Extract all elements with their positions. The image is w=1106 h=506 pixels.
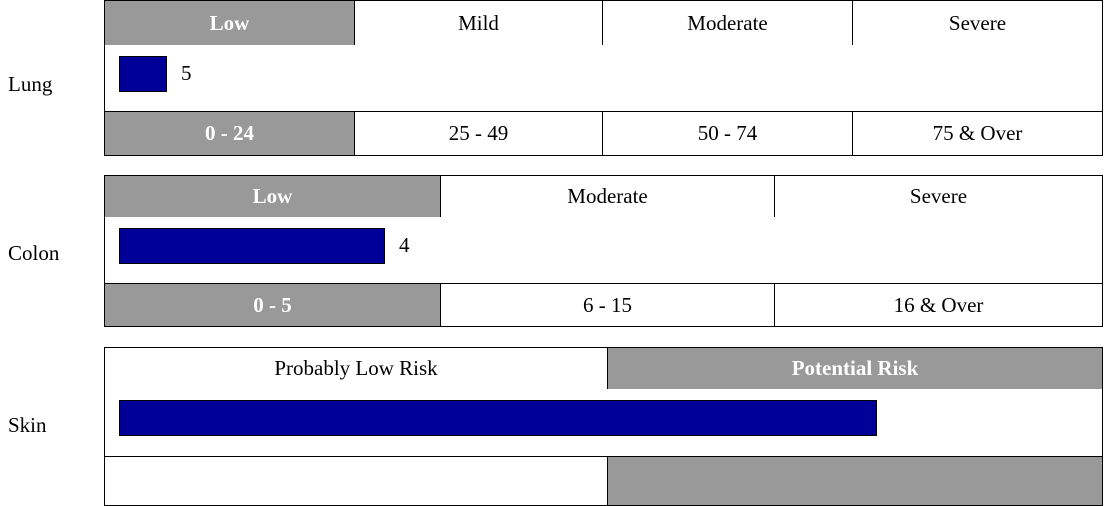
row-label-skin: Skin [8,413,47,437]
range-probably-low-risk [105,457,608,505]
bar-row [104,389,1103,456]
category-probably-low-risk: Probably Low Risk [105,348,608,389]
range-potential-risk [608,457,1102,505]
range-row: 0 - 24 25 - 49 50 - 74 75 & Over [104,111,1103,156]
lung-bar [119,56,167,92]
category-header-row: Low Moderate Severe [104,175,1103,218]
range-row [104,456,1103,506]
range-severe: 75 & Over [932,121,1023,145]
bar-row: 5 [104,45,1103,111]
range-cells: 0 - 5 6 - 15 16 & Over [105,284,1102,326]
risk-panel-skin: Probably Low Risk Potential Risk [104,347,1103,506]
range-row: 0 - 5 6 - 15 16 & Over [104,283,1103,327]
category-mild: Mild [355,1,603,45]
risk-panel-colon: Low Moderate Severe 4 0 - 5 6 - 15 16 & … [104,175,1103,327]
category-low: Low [105,1,355,45]
range-low: 0 - 5 [105,284,441,326]
colon-bar-value-label: 4 [399,233,410,257]
range-severe: 16 & Over [893,292,984,317]
category-severe: Severe [909,184,968,208]
range-moderate: 50 - 74 [603,112,853,155]
range-cells: 0 - 24 25 - 49 50 - 74 75 & Over [105,112,1102,155]
range-mild: 25 - 49 [355,112,603,155]
skin-bar [119,400,877,436]
category-cells: Low Moderate Severe [105,176,1102,217]
lung-bar-value-label: 5 [181,61,192,85]
category-low: Low [105,176,441,217]
range-moderate: 6 - 15 [441,284,775,326]
colon-bar [119,228,385,264]
risk-panel-lung: Low Mild Moderate Severe 5 0 - 24 25 - 4… [104,0,1103,156]
range-low: 0 - 24 [105,112,355,155]
bar-row: 4 [104,217,1103,283]
row-label-lung: Lung [8,72,53,96]
row-label-colon: Colon [8,241,60,265]
category-moderate: Moderate [441,176,775,217]
category-cells: Low Mild Moderate Severe [105,1,1102,45]
category-cells: Probably Low Risk Potential Risk [105,348,1102,389]
category-moderate: Moderate [603,1,853,45]
category-header-row: Probably Low Risk Potential Risk [104,347,1103,390]
category-header-row: Low Mild Moderate Severe [104,0,1103,46]
category-severe: Severe [948,10,1007,35]
range-cells [105,457,1102,505]
category-potential-risk: Potential Risk [608,348,1102,389]
